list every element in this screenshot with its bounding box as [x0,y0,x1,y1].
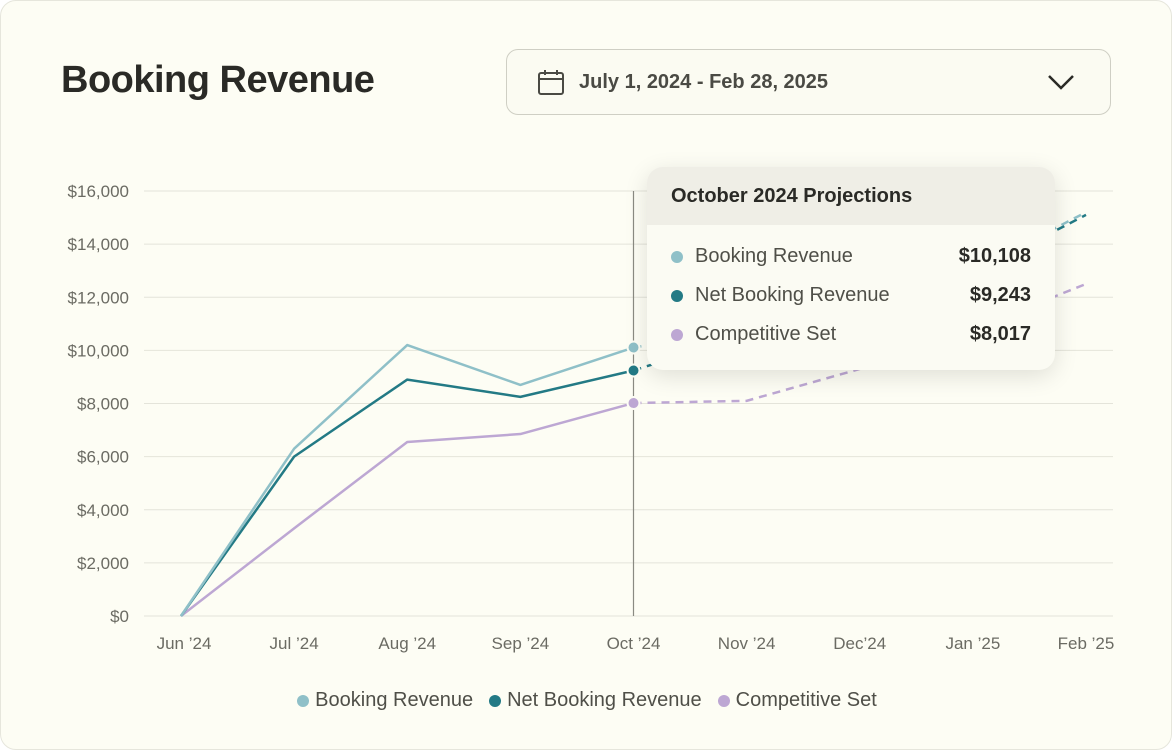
x-tick-label: Jul ’24 [270,634,319,653]
tooltip-title: October 2024 Projections [647,167,1055,225]
date-range-value: July 1, 2024 - Feb 28, 2025 [579,70,829,93]
tooltip-row: Competitive Set $8,017 [647,315,1055,354]
tooltip-value: $10,108 [958,245,1031,267]
y-tick-label: $6,000 [77,448,129,467]
legend-label: Net Booking Revenue [507,689,702,711]
x-tick-label: Oct ’24 [607,634,661,653]
tooltip-label: Competitive Set [695,323,837,345]
chart-legend: Booking Revenue Net Booking Revenue Comp… [1,689,1171,712]
y-tick-label: $2,000 [77,554,129,573]
page-title: Booking Revenue [61,59,375,101]
series-line-actual [179,343,634,617]
net-booking-revenue-dot-icon [671,289,683,302]
x-tick-label: Aug ’24 [378,634,436,653]
legend-item-booking-revenue[interactable]: Booking Revenue [297,689,473,712]
legend-item-net-booking-revenue[interactable]: Net Booking Revenue [489,689,702,712]
y-tick-label: $0 [110,607,129,626]
y-tick-label: $4,000 [77,501,129,520]
y-tick-label: $8,000 [77,395,129,414]
x-tick-label: Sep ’24 [492,634,550,653]
tooltip-label: Booking Revenue [695,245,853,267]
legend-dot-icon [489,694,502,707]
y-tick-label: $10,000 [68,341,129,360]
legend-label: Booking Revenue [315,689,474,711]
tooltip-label: Net Booking Revenue [695,284,890,306]
highlight-point [626,340,641,355]
date-range-dropdown[interactable]: July 1, 2024 - Feb 28, 2025 [506,49,1111,115]
tooltip-value: $8,017 [969,323,1031,345]
x-tick-label: Dec’24 [833,634,886,653]
tooltip-row: Booking Revenue $10,108 [647,237,1055,276]
x-tick-label: Nov ’24 [718,634,776,653]
competitive-set-dot-icon [671,328,683,341]
projection-tooltip: October 2024 Projections Booking Revenue… [647,167,1055,370]
highlight-point [626,396,641,411]
tooltip-value: $9,243 [969,284,1031,306]
chevron-down-icon [1048,75,1074,90]
highlight-point [626,363,641,378]
legend-dot-icon [297,694,310,707]
y-tick-label: $14,000 [68,235,129,254]
y-tick-label: $16,000 [68,182,129,201]
x-tick-label: Jun ’24 [157,634,212,653]
legend-dot-icon [717,694,730,707]
calendar-icon [538,70,564,95]
booking-revenue-dot-icon [671,250,683,263]
x-tick-label: Jan ’25 [945,634,1000,653]
legend-item-competitive-set[interactable]: Competitive Set [717,689,877,712]
x-tick-label: Feb ’25 [1058,634,1115,653]
legend-label: Competitive Set [735,689,877,711]
y-tick-label: $12,000 [68,288,129,307]
series-line-actual [179,369,634,617]
series-line-actual [180,401,634,617]
tooltip-row: Net Booking Revenue $9,243 [647,276,1055,315]
